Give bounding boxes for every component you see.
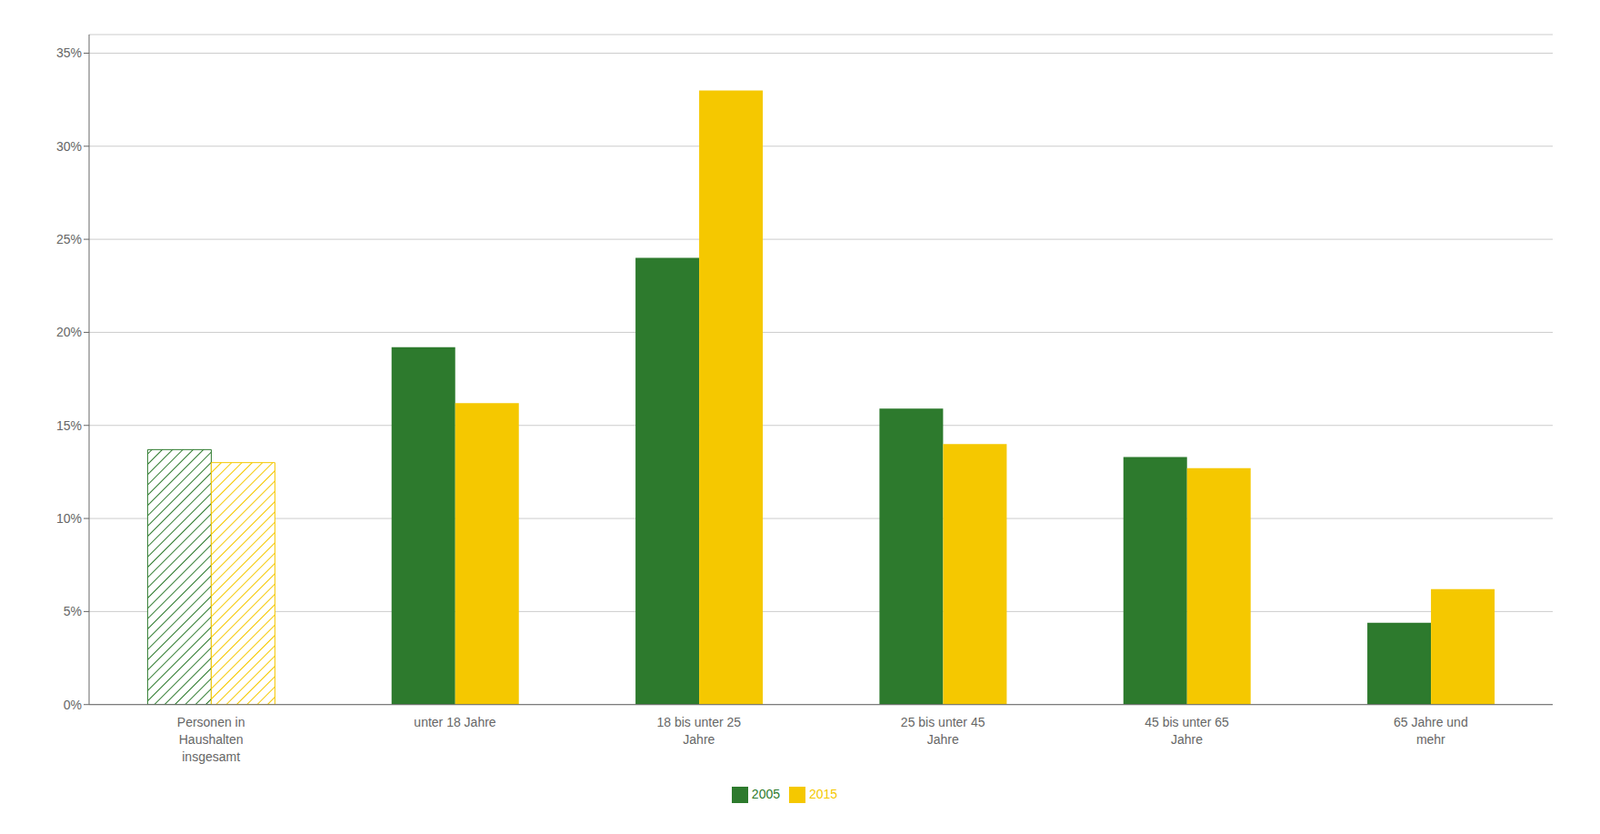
svg-text:45 bis unter 65Jahre: 45 bis unter 65Jahre bbox=[1144, 714, 1230, 747]
svg-text:0%: 0% bbox=[63, 697, 82, 712]
svg-text:25%: 25% bbox=[56, 231, 82, 247]
html-text:2015: 2015 bbox=[809, 786, 838, 801]
svg-text:unter 18 Jahre: unter 18 Jahre bbox=[413, 714, 496, 730]
svg-text:18 bis unter 25Jahre: 18 bis unter 25Jahre bbox=[657, 714, 742, 747]
svg-text:Personen inHaushalteninsgesamt: Personen inHaushalteninsgesamt bbox=[177, 714, 246, 764]
svg-text:5%: 5% bbox=[63, 603, 82, 619]
svg-text:10%: 10% bbox=[56, 510, 82, 526]
svg-text:20%: 20% bbox=[56, 324, 82, 340]
svg-text:15%: 15% bbox=[56, 418, 82, 433]
svg-text:25 bis unter 45Jahre: 25 bis unter 45Jahre bbox=[900, 714, 986, 747]
svg-text:65 Jahre undmehr: 65 Jahre undmehr bbox=[1393, 714, 1469, 747]
svg-text:35%: 35% bbox=[56, 45, 82, 60]
html-text:2005: 2005 bbox=[751, 786, 780, 801]
svg-text:30%: 30% bbox=[56, 139, 82, 154]
